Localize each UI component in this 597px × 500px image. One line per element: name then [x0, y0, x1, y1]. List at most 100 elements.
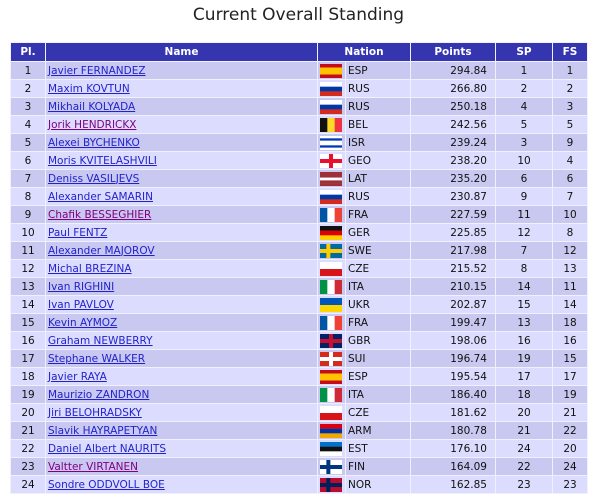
flag — [320, 369, 342, 384]
skater-link[interactable]: Deniss VASILJEVS — [48, 172, 140, 185]
nation: GEO — [345, 151, 411, 170]
skater-link[interactable]: Kevin AYMOZ — [48, 316, 118, 329]
standing-row: 2 Maxim KOVTUN RUS 266.80 2 2 — [10, 79, 588, 98]
place: 11 — [10, 241, 46, 260]
place: 12 — [10, 259, 46, 278]
standings-table: Pl. Name Nation Points SP FS 1 Javier FERNANDE… — [10, 42, 588, 494]
flag — [320, 477, 342, 492]
name-cell: Chafik BESSEGHIER — [45, 205, 318, 224]
name-cell: Moris KVITELASHVILI — [45, 151, 318, 170]
flag-stripe — [320, 297, 342, 305]
flag-cell — [317, 421, 346, 440]
flag-cell — [317, 475, 346, 494]
flag-cell — [317, 457, 346, 476]
short-program-rank: 19 — [495, 349, 553, 368]
skater-link[interactable]: Valtter VIRTANEN — [48, 460, 139, 473]
short-program-rank: 9 — [495, 187, 553, 206]
place: 13 — [10, 277, 46, 296]
flag — [320, 117, 342, 132]
flag-cell — [317, 313, 346, 332]
name-cell: Deniss VASILJEVS — [45, 169, 318, 188]
points: 217.98 — [410, 241, 496, 260]
skater-link[interactable]: Graham NEWBERRY — [48, 334, 153, 347]
place: 18 — [10, 367, 46, 386]
skater-link[interactable]: Daniel Albert NAURITS — [48, 442, 166, 455]
flag — [320, 81, 342, 96]
short-program-rank: 15 — [495, 295, 553, 314]
flag-stripe — [320, 182, 342, 186]
flag-stripe — [320, 189, 342, 195]
skater-link[interactable]: Ivan RIGHINI — [48, 280, 115, 293]
flag-stripe — [320, 179, 342, 183]
skater-link[interactable]: Maxim KOVTUN — [48, 82, 130, 95]
name-cell: Sondre ODDVOLL BOE — [45, 475, 318, 494]
points: 235.20 — [410, 169, 496, 188]
place: 9 — [10, 205, 46, 224]
skater-link[interactable]: Alexei BYCHENKO — [48, 136, 140, 149]
flag-stripe — [320, 432, 342, 438]
skater-link[interactable]: Maurizio ZANDRON — [48, 388, 150, 401]
free-skating-rank: 19 — [552, 385, 588, 404]
short-program-rank: 4 — [495, 97, 553, 116]
short-program-rank: 20 — [495, 403, 553, 422]
skater-link[interactable]: Chafik BESSEGHIER — [48, 208, 152, 221]
skater-link[interactable]: Alexander MAJOROV — [48, 244, 155, 257]
standing-row: 6 Moris KVITELASHVILI GEO 238.20 10 4 — [10, 151, 588, 170]
skater-link[interactable]: Javier FERNANDEZ — [48, 64, 146, 77]
column-header: FS — [552, 42, 588, 62]
flag-stripe — [327, 117, 335, 132]
header-row: Pl. Name Nation Points SP FS — [10, 42, 588, 62]
flag-stripe — [320, 304, 342, 312]
skater-link[interactable]: Jiri BELOHRADSKY — [48, 406, 142, 419]
points: 196.74 — [410, 349, 496, 368]
name-cell: Ivan RIGHINI — [45, 277, 318, 296]
free-skating-rank: 6 — [552, 169, 588, 188]
free-skating-rank: 3 — [552, 97, 588, 116]
skater-link[interactable]: Stephane WALKER — [48, 352, 146, 365]
flag-stripe — [320, 268, 342, 276]
flag-stripe — [320, 373, 342, 377]
points: 199.47 — [410, 313, 496, 332]
nation: FRA — [345, 313, 411, 332]
place: 5 — [10, 133, 46, 152]
points: 266.80 — [410, 79, 496, 98]
flag-cell — [317, 79, 346, 98]
skater-link[interactable]: Alexander SAMARIN — [48, 190, 153, 203]
flag-stripe — [334, 207, 342, 222]
name-cell: Alexander MAJOROV — [45, 241, 318, 260]
standing-row: 14 Ivan PAVLOV UKR 202.87 15 14 — [10, 295, 588, 314]
short-program-rank: 2 — [495, 79, 553, 98]
nation: GBR — [345, 331, 411, 350]
flag-stripe — [320, 387, 328, 402]
name-cell: Jiri BELOHRADSKY — [45, 403, 318, 422]
name-cell: Ivan PAVLOV — [45, 295, 318, 314]
name-cell: Graham NEWBERRY — [45, 331, 318, 350]
skater-link[interactable]: Mikhail KOLYADA — [48, 100, 136, 113]
skater-link[interactable]: Paul FENTZ — [48, 226, 108, 239]
standing-row: 1 Javier FERNANDEZ ESP 294.84 1 1 — [10, 61, 588, 80]
skater-link[interactable]: Ivan PAVLOV — [48, 298, 114, 311]
standing-row: 4 Jorik HENDRICKX BEL 242.56 5 5 — [10, 115, 588, 134]
page-title: Current Overall Standing — [192, 5, 405, 25]
name-cell: Stephane WALKER — [45, 349, 318, 368]
short-program-rank: 22 — [495, 457, 553, 476]
flag-stripe — [320, 142, 342, 146]
flag-stripe — [320, 376, 342, 381]
flag — [320, 207, 342, 222]
column-header: Name — [45, 42, 318, 62]
flag-cell — [317, 61, 346, 80]
skater-link[interactable]: Jorik HENDRICKX — [48, 118, 137, 131]
skater-link[interactable]: Javier RAYA — [48, 370, 107, 383]
skater-link[interactable]: Slavik HAYRAPETYAN — [48, 424, 158, 437]
standing-row: 24 Sondre ODDVOLL BOE NOR 162.85 23 23 — [10, 475, 588, 494]
free-skating-rank: 24 — [552, 457, 588, 476]
short-program-rank: 7 — [495, 241, 553, 260]
skater-link[interactable]: Moris KVITELASHVILI — [48, 154, 157, 167]
free-skating-rank: 5 — [552, 115, 588, 134]
skater-link[interactable]: Michal BREZINA — [48, 262, 132, 275]
standing-row: 17 Stephane WALKER SUI 196.74 19 15 — [10, 349, 588, 368]
skater-link[interactable]: Sondre ODDVOLL BOE — [48, 478, 165, 491]
place: 16 — [10, 331, 46, 350]
place: 15 — [10, 313, 46, 332]
name-cell: Daniel Albert NAURITS — [45, 439, 318, 458]
